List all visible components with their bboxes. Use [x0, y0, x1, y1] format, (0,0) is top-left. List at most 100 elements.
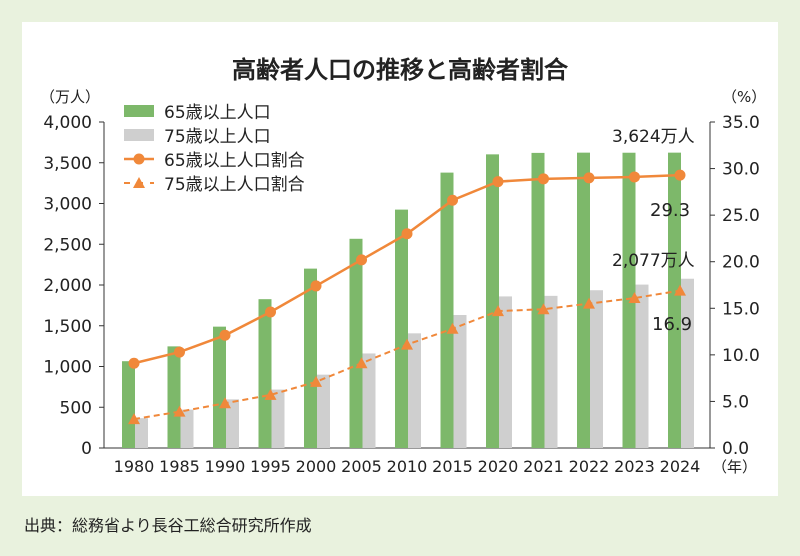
bar-75plus: [408, 333, 421, 448]
legend-label: 65歳以上人口: [164, 103, 271, 123]
y2-tick-label: 20.0: [722, 253, 760, 273]
bar-75plus: [317, 374, 330, 448]
bar-65plus: [258, 299, 272, 448]
point-75plus-ratio: [583, 297, 595, 309]
point-75plus-ratio: [310, 375, 322, 387]
x-tick-label: 2022: [569, 457, 610, 476]
point-65plus-ratio: [219, 329, 231, 341]
point-75plus-ratio: [173, 405, 186, 417]
annotation-75plus-ratio: 16.9: [652, 314, 692, 335]
bar-75plus: [635, 284, 649, 448]
bar-75plus: [499, 296, 512, 448]
bar-65plus: [440, 172, 454, 448]
bar-75plus: [681, 278, 694, 448]
bar-75plus: [180, 409, 194, 448]
bar-65plus: [577, 152, 590, 449]
legend-label: 75歳以上人口割合: [164, 175, 305, 195]
bar-65plus: [531, 152, 545, 449]
y2-tick-label: 0.0: [722, 439, 749, 459]
bar-75plus: [226, 399, 239, 448]
y-tick-label: 4,000: [43, 113, 92, 133]
point-65plus-ratio: [629, 171, 640, 183]
bar-75plus: [271, 389, 285, 448]
point-65plus-ratio: [674, 169, 686, 181]
point-65plus-ratio: [538, 173, 549, 185]
x-tick-label: 2000: [296, 457, 337, 476]
legend-label: 65歳以上人口割合: [164, 151, 305, 171]
x-tick-label: 2021: [523, 457, 564, 476]
y-tick-label: 2,500: [43, 235, 92, 255]
legend-label: 75歳以上人口: [164, 127, 271, 147]
point-75plus-ratio: [446, 322, 459, 334]
y-tick-label: 3,000: [43, 195, 92, 215]
bar-65plus: [167, 346, 181, 448]
y-tick-label: 3,500: [43, 154, 92, 174]
y2-axis-label: （%）: [722, 88, 766, 106]
x-tick-label: 1990: [205, 457, 246, 476]
x-tick-label: 1980: [114, 457, 155, 476]
bar-65plus: [213, 326, 226, 448]
x-tick-label: 1985: [159, 457, 200, 476]
y-tick-label: 2,000: [43, 276, 92, 296]
legend-swatch: [124, 129, 154, 141]
y-axis-label: （万人）: [40, 88, 100, 106]
annotation-65plus-ratio: 29.3: [650, 200, 690, 221]
point-65plus-ratio: [583, 172, 595, 184]
source-note: 出典：総務省より長谷工総合研究所作成: [24, 516, 312, 535]
bar-75plus: [362, 353, 376, 448]
annotation-65plus-population: 3,624万人: [612, 127, 695, 147]
point-65plus-ratio: [265, 306, 276, 318]
y2-tick-label: 15.0: [722, 299, 760, 319]
x-tick-label: 1995: [250, 457, 291, 476]
point-65plus-ratio: [401, 228, 413, 240]
y2-tick-label: 10.0: [722, 346, 760, 366]
bar-75plus: [135, 418, 148, 448]
legend-marker: [133, 153, 145, 165]
x-tick-label: 2020: [478, 457, 519, 476]
x-tick-label: 2010: [387, 457, 428, 476]
point-65plus-ratio: [447, 194, 458, 206]
legend-swatch: [124, 105, 154, 117]
point-75plus-ratio: [219, 397, 231, 409]
y2-tick-label: 35.0: [722, 113, 760, 133]
y-tick-label: 1,000: [43, 358, 92, 378]
y2-tick-label: 5.0: [722, 392, 749, 412]
point-75plus-ratio: [537, 303, 550, 315]
y2-tick-label: 25.0: [722, 206, 760, 226]
chart-title: 高齢者人口の推移と高齢者割合: [232, 56, 569, 84]
x-axis-label: （年）: [712, 458, 757, 476]
point-75plus-ratio: [492, 305, 504, 317]
bar-65plus: [304, 268, 317, 448]
bar-65plus: [122, 361, 135, 448]
y2-tick-label: 30.0: [722, 160, 760, 180]
bar-65plus: [486, 154, 499, 448]
legend-marker: [133, 177, 145, 188]
bar-65plus: [395, 209, 408, 448]
point-75plus-ratio: [628, 292, 641, 304]
point-65plus-ratio: [310, 280, 322, 292]
point-65plus-ratio: [128, 357, 140, 369]
point-75plus-ratio: [355, 357, 368, 369]
point-75plus-ratio: [401, 338, 413, 350]
bar-75plus: [590, 290, 603, 448]
y-tick-label: 500: [60, 398, 92, 418]
bar-65plus: [349, 238, 363, 448]
point-75plus-ratio: [264, 388, 277, 400]
annotation-75plus-population: 2,077万人: [612, 251, 695, 271]
point-75plus-ratio: [674, 284, 686, 296]
bar-65plus: [622, 152, 636, 448]
point-65plus-ratio: [492, 176, 504, 188]
x-tick-label: 2015: [432, 457, 473, 476]
point-65plus-ratio: [174, 346, 185, 358]
bar-75plus: [544, 295, 558, 448]
x-tick-label: 2005: [341, 457, 382, 476]
y-tick-label: 1,500: [43, 317, 92, 337]
bar-75plus: [453, 314, 467, 448]
x-tick-label: 2024: [660, 457, 701, 476]
bar-65plus: [668, 152, 681, 449]
x-tick-label: 2023: [614, 457, 655, 476]
point-75plus-ratio: [128, 413, 140, 425]
y-tick-label: 0: [81, 439, 92, 459]
